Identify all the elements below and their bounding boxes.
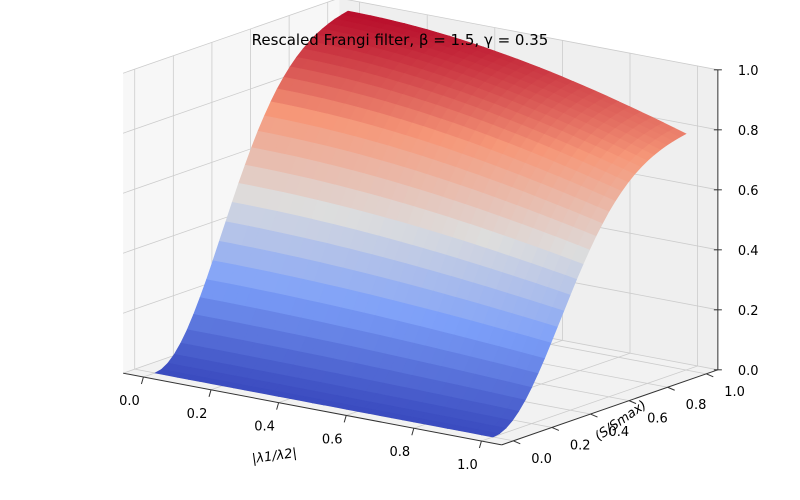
y-tick-label: 0.6	[647, 412, 668, 427]
x-tick-mark	[140, 376, 144, 385]
z-tick-label: 0.0	[738, 364, 759, 379]
z-tick-label: 0.6	[738, 184, 759, 199]
x-tick-label: 0.6	[322, 432, 343, 447]
surface	[154, 10, 687, 438]
z-tick-label: 0.4	[738, 244, 759, 259]
y-tick-label: 0.4	[608, 425, 629, 440]
x-tick-mark	[208, 389, 212, 397]
y-tick-mark	[706, 373, 714, 378]
x-tick-label: 0.0	[119, 394, 140, 409]
x-tick-mark	[276, 402, 280, 410]
x-axis-line	[123, 372, 502, 446]
chart-title: Rescaled Frangi filter, β = 1.5, γ = 0.3…	[252, 31, 549, 49]
y-tick-label: 0.2	[570, 438, 591, 453]
axis-lines	[123, 69, 722, 449]
x-tick-mark	[343, 415, 347, 423]
x-tick-mark	[478, 440, 482, 449]
grid-line-z	[122, 0, 718, 74]
x-tick-label: 0.2	[187, 407, 208, 422]
x-axis-label: |λ1/λ2|	[251, 446, 298, 467]
y-tick-label: 0.0	[531, 452, 552, 467]
z-tick-label: 0.2	[738, 304, 759, 319]
surface-patch	[480, 431, 501, 438]
x-tick-label: 0.4	[254, 420, 275, 435]
y-axis-line	[501, 369, 719, 446]
y-tick-label: 1.0	[724, 385, 745, 400]
y-tick-mark	[513, 440, 521, 445]
z-tick-label: 0.8	[738, 124, 759, 139]
z-tick-label: 1.0	[738, 64, 759, 79]
y-tick-mark	[590, 413, 598, 418]
y-tick-mark	[628, 400, 637, 405]
y-tick-mark	[551, 426, 560, 431]
tick-labels: 0.0 0.2 0.4 0.6 0.8 1.0 0.0 0.2 0.4 0.6 0.8 1.0 0.0 0…	[119, 64, 758, 473]
x-tick-mark	[411, 428, 415, 436]
y-tick-mark	[667, 386, 675, 391]
grid-line-x	[481, 66, 698, 442]
y-tick-label: 0.8	[686, 398, 707, 413]
x-tick-label: 1.0	[457, 458, 478, 473]
x-tick-label: 0.8	[389, 445, 410, 460]
